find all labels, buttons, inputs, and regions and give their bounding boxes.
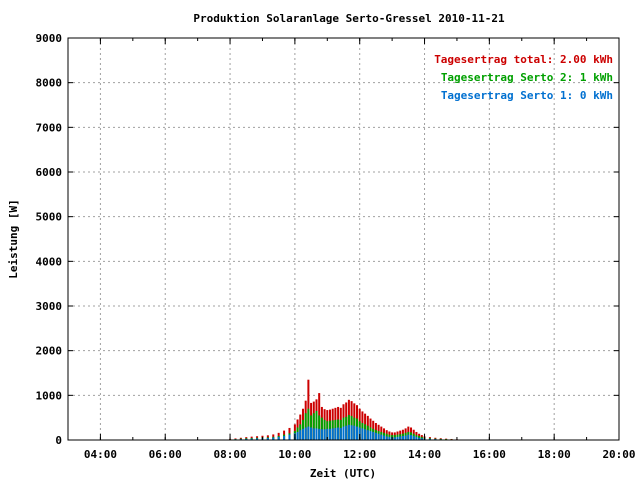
bar-serto-1 (277, 436, 280, 440)
bar-serto-1 (328, 428, 331, 440)
y-axis-label: Leistung [W] (7, 199, 20, 278)
bar-serto-1 (296, 431, 299, 440)
bar-serto-1 (323, 429, 326, 440)
x-axis-ticks: 04:00 06:00 08:00 10:00 12:00 14:00 16:00 18:00… (67, 38, 636, 461)
legend-entry: Tagesertrag Serto 2: 1 kWh (441, 71, 613, 84)
bar-serto-1 (339, 427, 342, 440)
bar-serto-1 (420, 438, 423, 440)
bar-serto-1 (312, 428, 315, 440)
x-axis-label: Zeit (UTC) (310, 467, 376, 480)
bar-serto-1 (320, 429, 323, 440)
y-tick-label: 4000 (36, 255, 63, 268)
y-tick-label: 6000 (36, 166, 63, 179)
bar-serto-1 (288, 434, 291, 440)
bar-serto-1 (428, 438, 431, 440)
bar-serto-1 (326, 428, 329, 440)
bar-serto-2 (318, 415, 321, 440)
y-tick-label: 9000 (36, 32, 63, 45)
bar-serto-1 (372, 431, 375, 440)
x-tick-label: 14:00 (408, 448, 441, 461)
bar-serto-1 (337, 427, 340, 440)
bar-serto-2 (307, 408, 310, 440)
bar-serto-1 (393, 437, 396, 440)
bar-serto-1 (412, 435, 415, 440)
x-tick-label: 18:00 (538, 448, 571, 461)
bar-serto-1 (245, 438, 248, 440)
bar-serto-1 (347, 424, 350, 440)
y-tick-label: 5000 (36, 211, 63, 224)
bar-serto-1 (399, 436, 402, 440)
bar-serto-1 (407, 434, 410, 440)
x-tick-label: 08:00 (213, 448, 246, 461)
bar-serto-1 (401, 435, 404, 440)
y-tick-label: 7000 (36, 121, 63, 134)
bar-serto-1 (380, 434, 383, 440)
bar-serto-1 (404, 435, 407, 440)
x-tick-label: 10:00 (278, 448, 311, 461)
bar-serto-1 (283, 435, 286, 440)
bar-serto-2 (304, 413, 307, 440)
bar-serto-1 (342, 426, 345, 440)
legend: Tagesertrag total: 2.00 kWh Tagesertrag S… (434, 53, 613, 102)
y-tick-label: 2000 (36, 345, 63, 358)
legend-entry: Tagesertrag Serto 1: 0 kWh (441, 89, 613, 102)
bar-serto-1 (369, 431, 372, 440)
bar-serto-1 (356, 426, 359, 440)
bar-serto-1 (345, 425, 348, 440)
y-tick-label: 1000 (36, 389, 63, 402)
x-tick-label: 20:00 (602, 448, 635, 461)
bar-serto-1 (334, 427, 337, 440)
bar-serto-1 (310, 427, 313, 440)
bar-serto-1 (299, 430, 302, 440)
bar-serto-1 (318, 428, 321, 440)
x-tick-label: 04:00 (84, 448, 117, 461)
bar-serto-1 (256, 438, 259, 440)
bar-serto-2 (320, 417, 323, 440)
bar-serto-1 (396, 436, 399, 440)
bar-serto-1 (361, 428, 364, 440)
plot-frame (67, 37, 620, 441)
bar-serto-2 (315, 410, 318, 440)
bar-serto-1 (388, 436, 391, 440)
bar-serto-1 (374, 432, 377, 440)
bar-serto-1 (364, 429, 367, 440)
x-tick-label: 06:00 (149, 448, 182, 461)
x-tick-label: 12:00 (343, 448, 376, 461)
y-axis-ticks: 0 1000 2000 3000 4000 5000 6000 7000 8000 9000 (36, 32, 619, 447)
bar-serto-1 (304, 427, 307, 440)
y-tick-label: 8000 (36, 77, 63, 90)
bar-serto-1 (307, 426, 310, 440)
bar-serto-1 (353, 425, 356, 440)
bar-serto-1 (383, 435, 386, 440)
x-tick-label: 16:00 (473, 448, 506, 461)
bar-serto-1 (377, 433, 380, 440)
data-bars (229, 379, 458, 440)
bar-serto-1 (350, 425, 353, 440)
bar-serto-2 (312, 413, 315, 440)
y-tick-label: 0 (55, 434, 62, 447)
bar-serto-1 (415, 436, 418, 440)
bar-serto-1 (272, 437, 275, 440)
y-tick-label: 3000 (36, 300, 63, 313)
bar-serto-1 (385, 436, 388, 440)
bar-serto-1 (266, 437, 269, 440)
legend-entry: Tagesertrag total: 2.00 kWh (434, 53, 613, 66)
bar-serto-1 (250, 438, 253, 440)
bar-serto-1 (301, 428, 304, 440)
bar-serto-1 (418, 437, 421, 440)
grid-lines (68, 38, 619, 440)
bar-serto-1 (358, 427, 361, 440)
bar-serto-1 (331, 428, 334, 440)
bar-serto-1 (315, 428, 318, 440)
bar-serto-1 (410, 435, 413, 440)
chart-title: Produktion Solaranlage Serto-Gressel 201… (193, 12, 505, 25)
bar-serto-1 (366, 430, 369, 440)
